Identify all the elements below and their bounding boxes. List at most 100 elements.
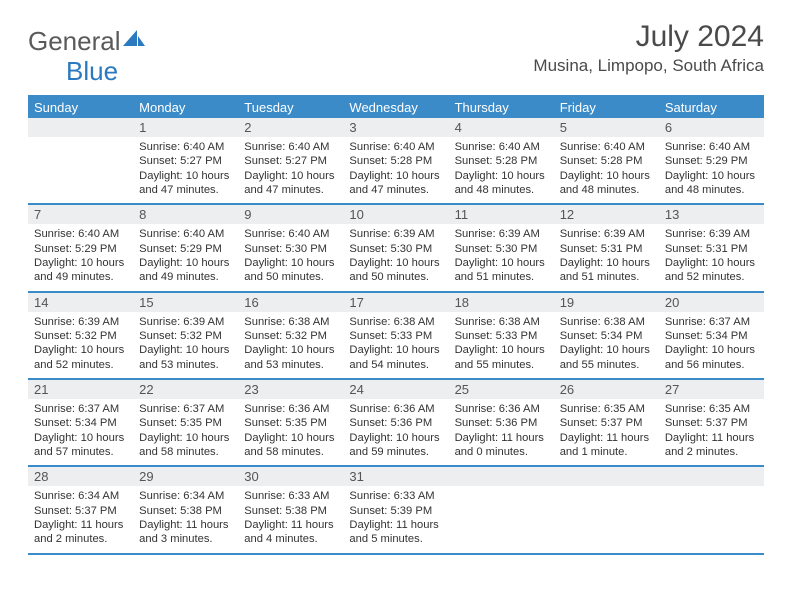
calendar-cell: 16Sunrise: 6:38 AMSunset: 5:32 PMDayligh… [238,293,343,378]
day-number: 19 [554,293,659,312]
day-number [554,467,659,486]
day-info: Sunrise: 6:33 AMSunset: 5:39 PMDaylight:… [349,489,442,546]
day-info: Sunrise: 6:40 AMSunset: 5:27 PMDaylight:… [244,140,337,197]
day-info: Sunrise: 6:39 AMSunset: 5:32 PMDaylight:… [34,315,127,372]
calendar-cell: 7Sunrise: 6:40 AMSunset: 5:29 PMDaylight… [28,205,133,290]
day-info: Sunrise: 6:36 AMSunset: 5:35 PMDaylight:… [244,402,337,459]
day-number: 14 [28,293,133,312]
day-info: Sunrise: 6:38 AMSunset: 5:34 PMDaylight:… [560,315,653,372]
day-info: Sunrise: 6:38 AMSunset: 5:33 PMDaylight:… [349,315,442,372]
day-info: Sunrise: 6:40 AMSunset: 5:28 PMDaylight:… [349,140,442,197]
day-info: Sunrise: 6:39 AMSunset: 5:31 PMDaylight:… [665,227,758,284]
day-info: Sunrise: 6:40 AMSunset: 5:27 PMDaylight:… [139,140,232,197]
day-info: Sunrise: 6:40 AMSunset: 5:28 PMDaylight:… [455,140,548,197]
calendar-cell [659,467,764,552]
day-header: Wednesday [343,97,448,118]
day-number [659,467,764,486]
calendar-week: 28Sunrise: 6:34 AMSunset: 5:37 PMDayligh… [28,467,764,554]
day-number: 11 [449,205,554,224]
day-info: Sunrise: 6:37 AMSunset: 5:35 PMDaylight:… [139,402,232,459]
day-header: Tuesday [238,97,343,118]
day-number: 13 [659,205,764,224]
day-header: Sunday [28,97,133,118]
calendar-cell: 29Sunrise: 6:34 AMSunset: 5:38 PMDayligh… [133,467,238,552]
day-number: 25 [449,380,554,399]
day-number: 2 [238,118,343,137]
logo-text-2: Blue [66,56,118,87]
calendar-cell: 17 Sunrise: 6:38 AMSunset: 5:33 PMDayligh… [343,293,448,378]
day-number: 31 [343,467,448,486]
day-info: Sunrise: 6:40 AMSunset: 5:28 PMDaylight:… [560,140,653,197]
day-info: Sunrise: 6:33 AMSunset: 5:38 PMDaylight:… [244,489,337,546]
calendar-cell: 28Sunrise: 6:34 AMSunset: 5:37 PMDayligh… [28,467,133,552]
day-info: Sunrise: 6:39 AMSunset: 5:30 PMDaylight:… [349,227,442,284]
day-header: Monday [133,97,238,118]
day-number: 22 [133,380,238,399]
calendar-cell: 18 Sunrise: 6:38 AMSunset: 5:33 PMDayligh… [449,293,554,378]
calendar: SundayMondayTuesdayWednesdayThursdayFrid… [28,95,764,555]
day-info: Sunrise: 6:39 AMSunset: 5:31 PMDaylight:… [560,227,653,284]
location-text: Musina, Limpopo, South Africa [533,56,764,76]
day-number: 16 [238,293,343,312]
month-title: July 2024 [533,20,764,54]
calendar-cell: 13 Sunrise: 6:39 AMSunset: 5:31 PMDayligh… [659,205,764,290]
calendar-cell: 15Sunrise: 6:39 AMSunset: 5:32 PMDayligh… [133,293,238,378]
day-info: Sunrise: 6:36 AMSunset: 5:36 PMDaylight:… [455,402,548,459]
day-number: 24 [343,380,448,399]
day-number [449,467,554,486]
day-number: 10 [343,205,448,224]
calendar-week: 7Sunrise: 6:40 AMSunset: 5:29 PMDaylight… [28,205,764,292]
calendar-cell: 6Sunrise: 6:40 AMSunset: 5:29 PMDaylight… [659,118,764,203]
day-number: 28 [28,467,133,486]
calendar-week: 21 Sunrise: 6:37 AMSunset: 5:34 PMDayligh… [28,380,764,467]
calendar-cell [554,467,659,552]
day-number: 18 [449,293,554,312]
calendar-header-row: SundayMondayTuesdayWednesdayThursdayFrid… [28,97,764,118]
day-header: Friday [554,97,659,118]
calendar-cell: 30 Sunrise: 6:33 AMSunset: 5:38 PMDayligh… [238,467,343,552]
calendar-cell: 19 Sunrise: 6:38 AMSunset: 5:34 PMDayligh… [554,293,659,378]
day-info: Sunrise: 6:37 AMSunset: 5:34 PMDaylight:… [34,402,127,459]
calendar-cell: 10 Sunrise: 6:39 AMSunset: 5:30 PMDayligh… [343,205,448,290]
day-info: Sunrise: 6:36 AMSunset: 5:36 PMDaylight:… [349,402,442,459]
day-number [28,118,133,137]
calendar-cell: 3Sunrise: 6:40 AMSunset: 5:28 PMDaylight… [343,118,448,203]
day-info: Sunrise: 6:38 AMSunset: 5:33 PMDaylight:… [455,315,548,372]
calendar-cell: 24 Sunrise: 6:36 AMSunset: 5:36 PMDayligh… [343,380,448,465]
day-number: 8 [133,205,238,224]
day-number: 23 [238,380,343,399]
calendar-cell: 1 Sunrise: 6:40 AMSunset: 5:27 PMDaylight… [133,118,238,203]
calendar-week: 1 Sunrise: 6:40 AMSunset: 5:27 PMDaylight… [28,118,764,205]
day-info: Sunrise: 6:37 AMSunset: 5:34 PMDaylight:… [665,315,758,372]
day-number: 4 [449,118,554,137]
day-info: Sunrise: 6:39 AMSunset: 5:30 PMDaylight:… [455,227,548,284]
logo-text-1: General [28,26,121,57]
calendar-cell: 22 Sunrise: 6:37 AMSunset: 5:35 PMDayligh… [133,380,238,465]
day-info: Sunrise: 6:40 AMSunset: 5:30 PMDaylight:… [244,227,337,284]
calendar-cell: 5 Sunrise: 6:40 AMSunset: 5:28 PMDaylight… [554,118,659,203]
day-header: Thursday [449,97,554,118]
day-info: Sunrise: 6:35 AMSunset: 5:37 PMDaylight:… [665,402,758,459]
day-number: 9 [238,205,343,224]
calendar-cell: 21 Sunrise: 6:37 AMSunset: 5:34 PMDayligh… [28,380,133,465]
day-number: 29 [133,467,238,486]
day-number: 15 [133,293,238,312]
day-number: 27 [659,380,764,399]
calendar-week: 14 Sunrise: 6:39 AMSunset: 5:32 PMDayligh… [28,293,764,380]
day-number: 30 [238,467,343,486]
calendar-cell: 9 Sunrise: 6:40 AMSunset: 5:30 PMDaylight… [238,205,343,290]
calendar-cell: 23 Sunrise: 6:36 AMSunset: 5:35 PMDayligh… [238,380,343,465]
day-number: 21 [28,380,133,399]
day-number: 1 [133,118,238,137]
day-info: Sunrise: 6:40 AMSunset: 5:29 PMDaylight:… [665,140,758,197]
day-info: Sunrise: 6:40 AMSunset: 5:29 PMDaylight:… [139,227,232,284]
day-header: Saturday [659,97,764,118]
logo-sail-icon [123,28,145,46]
day-number: 17 [343,293,448,312]
calendar-cell: 2 Sunrise: 6:40 AMSunset: 5:27 PMDaylight… [238,118,343,203]
calendar-cell: 14 Sunrise: 6:39 AMSunset: 5:32 PMDayligh… [28,293,133,378]
calendar-cell: 4 Sunrise: 6:40 AMSunset: 5:28 PMDaylight… [449,118,554,203]
day-number: 26 [554,380,659,399]
day-number: 5 [554,118,659,137]
calendar-cell [449,467,554,552]
